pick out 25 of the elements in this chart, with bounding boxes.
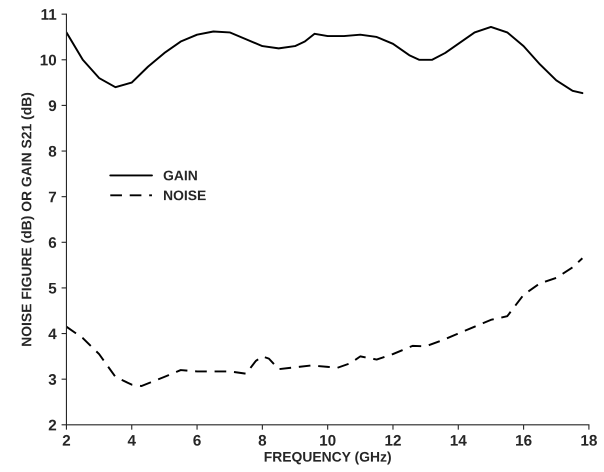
legend-label: NOISE — [164, 190, 206, 200]
x-tick-label: 2 — [62, 434, 70, 446]
line-series — [66, 26, 584, 94]
y-tick-label: 2 — [48, 420, 56, 430]
x-tick-label: 18 — [581, 434, 597, 446]
x-tick-label: 6 — [193, 434, 201, 446]
y-tick-label: 10 — [40, 54, 56, 66]
x-tick-label: 12 — [385, 434, 401, 446]
x-tick-label: 10 — [320, 434, 336, 446]
y-tick-label: 11 — [42, 9, 56, 20]
y-axis-title: NOISE FIGURE (dB) OR GAIN S21 (dB) — [21, 92, 34, 346]
y-tick-label: 9 — [48, 100, 56, 112]
x-tick-label: 16 — [516, 434, 532, 446]
y-tick-label: 5 — [48, 282, 56, 294]
x-axis-title: FREQUENCY (GHz) — [264, 452, 391, 464]
y-tick-label: 4 — [48, 328, 57, 340]
x-tick-label: 14 — [450, 435, 467, 446]
y-tick-label: 6 — [48, 237, 56, 248]
y-tick-label: 3 — [48, 374, 56, 385]
y-tick-label: 8 — [48, 146, 56, 157]
x-tick-label: 8 — [258, 434, 266, 446]
x-tick-label: 4 — [128, 435, 136, 446]
legend-label: GAIN — [164, 170, 197, 180]
y-tick-label: 7 — [48, 192, 56, 202]
line-series — [66, 257, 584, 387]
